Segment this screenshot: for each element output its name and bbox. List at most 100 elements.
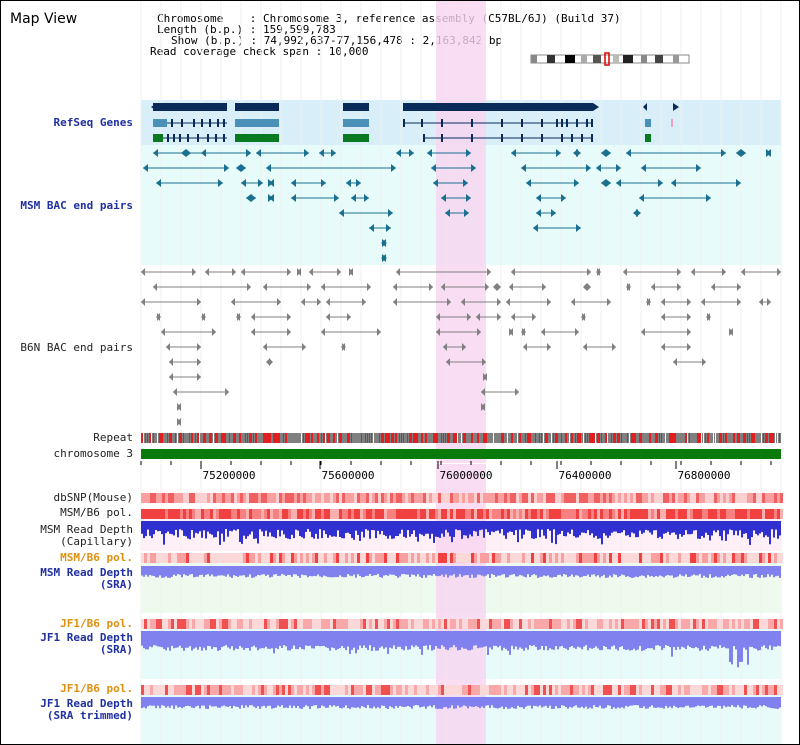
- jf1-depth-tr-bar: [479, 697, 481, 709]
- jf1-b6-pol2-cell: [306, 685, 309, 695]
- msm-depth-cap-bar: [239, 521, 241, 542]
- track-label-b6n-bac[interactable]: B6N BAC end pairs: [20, 341, 133, 354]
- msm-depth-cap-bar: [271, 521, 273, 537]
- msm-depth-sra-bar: [231, 566, 233, 578]
- msm-b6-pol2-cell: [420, 553, 423, 563]
- msm-b6-pol-cell: [492, 509, 495, 519]
- repeat-element: [395, 433, 397, 443]
- repeat-element: [249, 433, 251, 443]
- jf1-b6-pol-cell: [759, 619, 762, 629]
- msm-depth-cap-bar: [231, 521, 233, 532]
- jf1-b6-pol-cell: [303, 619, 306, 629]
- msm-depth-sra-bar: [323, 566, 325, 576]
- jf1-b6-pol-cell: [747, 619, 750, 629]
- jf1-depth-sra-bar: [363, 631, 365, 646]
- info-length: Length (b.p.) : 159,599,783: [157, 23, 336, 36]
- jf1-depth-sra-bar: [323, 631, 325, 646]
- jf1-b6-pol-cell: [420, 619, 423, 629]
- msm-depth-sra-bar: [463, 566, 465, 576]
- msm-depth-sra-bar: [605, 566, 607, 578]
- jf1-b6-pol-cell: [690, 619, 693, 629]
- msm-b6-pol-cell: [381, 509, 384, 519]
- b6n-bac-end-right: [157, 313, 161, 321]
- msm-depth-sra-bar: [539, 566, 541, 577]
- jf1-depth-sra-bar: [337, 631, 339, 650]
- msm-b6-pol2-cell: [771, 553, 774, 563]
- jf1-depth-tr-bar: [377, 697, 379, 708]
- jf1-b6-pol-cell: [459, 619, 462, 629]
- msm-depth-cap-bar: [711, 521, 713, 536]
- jf1-depth-tr-bar: [525, 697, 527, 707]
- msm-depth-sra-bar: [549, 566, 551, 578]
- jf1-depth-sra-bar: [735, 631, 737, 650]
- msm-depth-sra-bar: [691, 566, 693, 576]
- msm-depth-sra-bar: [209, 566, 211, 577]
- jf1-depth-sra-bar: [761, 631, 763, 647]
- jf1-b6-pol-cell: [669, 619, 672, 629]
- jf1-depth-sra-bar: [377, 631, 379, 651]
- dbsnp-cell: [522, 493, 525, 503]
- msm-bac-end-right: [561, 194, 566, 202]
- repeat-element: [441, 433, 442, 443]
- jf1-depth-tr-bar: [503, 697, 505, 709]
- jf1-b6-pol2-cell: [477, 685, 480, 695]
- msm-depth-sra-bar: [543, 566, 545, 576]
- jf1-b6-pol2-cell: [729, 685, 732, 695]
- jf1-b6-pol-cell: [510, 619, 513, 629]
- track-label-jf1-depth-tr: JF1 Read Depth: [40, 697, 133, 710]
- dbsnp-cell: [558, 493, 561, 503]
- jf1-depth-tr-bar: [199, 697, 201, 709]
- msm-depth-sra-bar: [293, 566, 295, 575]
- jf1-depth-sra-bar: [383, 631, 385, 649]
- track-label-msm-depth-cap: MSM Read Depth: [40, 523, 133, 536]
- repeat-gap: [607, 433, 608, 443]
- jf1-b6-pol2-cell: [555, 685, 558, 695]
- jf1-depth-tr-bar: [435, 697, 437, 709]
- msm-depth-cap-bar: [595, 521, 597, 536]
- ideogram-band: [565, 55, 575, 63]
- b6n-bac-end-right: [467, 313, 471, 321]
- b6n-bac-end-left: [326, 313, 330, 321]
- msm-depth-cap-bar: [175, 521, 177, 530]
- transcript-exon: [171, 119, 173, 127]
- jf1-b6-pol2-cell: [195, 685, 198, 695]
- jf1-depth-sra-bar: [365, 631, 367, 648]
- jf1-depth-tr-bar: [285, 697, 287, 708]
- track-label-msm-bac[interactable]: MSM BAC end pairs: [20, 199, 133, 212]
- jf1-b6-pol2-cell: [654, 685, 657, 695]
- track-label-dbsnp: dbSNP(Mouse): [53, 491, 133, 504]
- msm-b6-pol2-cell: [534, 553, 537, 563]
- msm-depth-cap-bar: [149, 521, 151, 536]
- jf1-depth-sra-bar: [771, 631, 773, 650]
- msm-depth-cap-bar: [721, 521, 723, 541]
- repeat-gap: [713, 433, 714, 443]
- jf1-depth-sra-bar: [387, 631, 389, 654]
- msm-depth-cap-bar: [669, 521, 671, 535]
- dbsnp-cell: [408, 493, 411, 503]
- repeat-element: [593, 433, 595, 443]
- jf1-depth-tr-bar: [213, 697, 215, 707]
- dbsnp-cell: [528, 493, 531, 503]
- msm-b6-pol2-cell: [444, 553, 447, 563]
- msm-b6-pol2-cell: [384, 553, 387, 563]
- jf1-b6-pol2-cell: [507, 685, 510, 695]
- ideogram-band: [547, 55, 555, 63]
- dbsnp-cell: [684, 493, 687, 503]
- track-label-refseq[interactable]: RefSeq Genes: [53, 116, 133, 129]
- jf1-depth-tr-bar: [323, 697, 325, 707]
- msm-depth-cap-bar: [247, 521, 249, 537]
- msm-b6-pol-cell: [564, 509, 567, 519]
- msm-depth-cap-bar: [421, 521, 423, 535]
- msm-depth-cap-bar: [687, 521, 689, 535]
- msm-depth-cap-bar: [521, 521, 523, 539]
- jf1-depth-sra-bar: [227, 631, 229, 648]
- msm-depth-cap-bar: [695, 521, 697, 531]
- msm-b6-pol2-cell: [198, 553, 201, 563]
- msm-depth-cap-bar: [747, 521, 749, 539]
- repeat-element: [503, 433, 504, 443]
- msm-b6-pol2-cell: [627, 553, 630, 563]
- repeat-gap: [177, 433, 178, 443]
- repeat-gap: [151, 433, 152, 443]
- msm-depth-cap-bar: [691, 521, 693, 534]
